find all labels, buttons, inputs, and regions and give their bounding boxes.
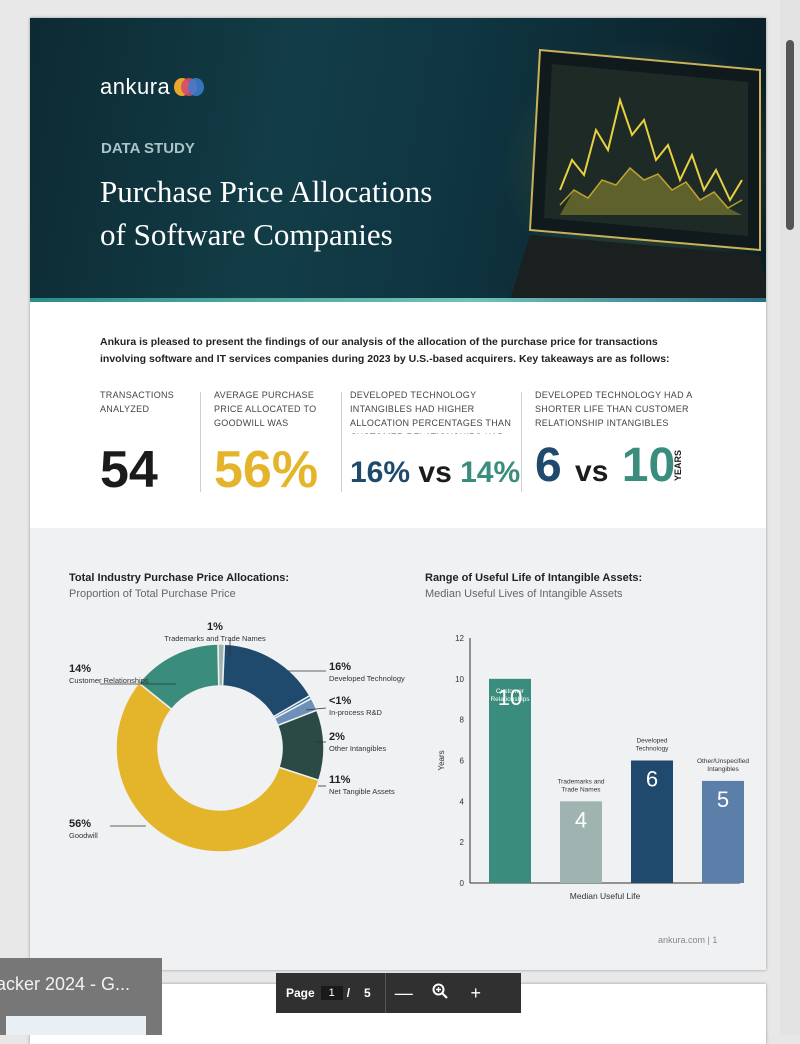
- intro-paragraph: Ankura is pleased to present the finding…: [100, 336, 670, 365]
- pdf-page-1: ankura DATA STUDY Purchase Price Allocat…: [30, 18, 766, 970]
- bar-trademarks-and-trade-names: [560, 801, 602, 883]
- donut-label-developed-tech: 16% Developed Technology: [329, 661, 405, 683]
- bar-category-label: Trademarks and: [557, 778, 604, 785]
- bar-category-label: Other/Unspecified: [697, 758, 749, 765]
- bar-category-label: Technology: [636, 746, 670, 753]
- bar-category-label: Intangibles: [707, 766, 739, 773]
- y-tick-label: 8: [460, 716, 465, 725]
- page-footer: ankura.com | 1: [658, 935, 718, 945]
- bar-category-label: Trade Names: [561, 786, 601, 793]
- page-number-input[interactable]: 1: [320, 986, 343, 1000]
- stat-useful-life: DEVELOPED TECHNOLOGY HAD A SHORTER LIFE …: [535, 390, 693, 492]
- eyebrow-label: DATA STUDY: [101, 140, 195, 157]
- y-tick-label: 12: [455, 634, 464, 643]
- scrollbar-thumb[interactable]: [786, 40, 794, 230]
- search-zoom-icon: [432, 983, 448, 999]
- pdf-toolbar: Page 1 / 5 — +: [276, 973, 521, 1013]
- donut-label-trademarks: 1% Trademarks and Trade Names: [164, 621, 266, 643]
- stat-transactions: TRANSACTIONS ANALYZED 54: [100, 390, 175, 499]
- page-label: Page: [286, 986, 315, 1000]
- tab-preview[interactable]: acker 2024 - G...: [0, 958, 162, 1035]
- y-tick-label: 2: [460, 838, 465, 847]
- donut-label-customer-rel: 14% Customer Relationships: [69, 663, 149, 685]
- total-pages: 5: [364, 986, 371, 1000]
- bar-value-label: 5: [717, 787, 729, 812]
- stat-tech-vs-customer: DEVELOPED TECHNOLOGY INTANGIBLES HAD HIG…: [350, 390, 521, 489]
- ankura-logo-mark: [174, 76, 205, 98]
- bar-value-label: 6: [646, 767, 658, 792]
- donut-label-other-intangibles: 2% Other Intangibles: [329, 731, 387, 753]
- bar-other-unspecified-intangibles: [702, 780, 744, 883]
- document-title: Purchase Price Allocations of Software C…: [100, 174, 433, 252]
- bar-developed-technology: [631, 760, 673, 883]
- donut-label-inprocess-rd: <1% In-process R&D: [329, 695, 382, 717]
- stat-goodwill: AVERAGE PURCHASE PRICE ALLOCATED TO GOOD…: [214, 390, 319, 499]
- donut-label-goodwill: 56% Goodwill: [69, 818, 98, 840]
- ankura-logo: ankura: [100, 74, 205, 100]
- y-tick-label: 4: [460, 797, 465, 806]
- y-tick-label: 6: [460, 757, 465, 766]
- bar-category-label: Customer: [496, 688, 525, 695]
- donut-slice-goodwill: [115, 681, 320, 853]
- bar-value-label: 10: [498, 685, 522, 710]
- bar-customer-relationships: [489, 678, 531, 883]
- y-tick-label: 0: [460, 879, 465, 888]
- bar-category-label: Relationships: [490, 696, 530, 703]
- allocation-donut-chart: [100, 640, 327, 853]
- hero-banner: ankura DATA STUDY Purchase Price Allocat…: [30, 18, 766, 302]
- zoom-reset-button[interactable]: [422, 982, 458, 1005]
- charts-section: Total Industry Purchase Price Allocation…: [30, 528, 766, 970]
- donut-slice-customer-relationships: [137, 643, 220, 711]
- y-tick-label: 10: [455, 675, 464, 684]
- zoom-in-button[interactable]: +: [470, 982, 481, 1003]
- zoom-out-button[interactable]: —: [394, 982, 413, 1003]
- laptop-illustration: [510, 48, 766, 300]
- y-axis-label: Years: [437, 750, 446, 770]
- x-axis-label: Median Useful Life: [570, 891, 641, 901]
- scrollbar-track[interactable]: [780, 0, 800, 1035]
- bar-value-label: 4: [575, 807, 587, 832]
- donut-label-net-tangible: 11% Net Tangible Assets: [329, 774, 395, 796]
- donut-leader-line: [305, 707, 327, 711]
- bar-category-label: Developed: [636, 738, 667, 745]
